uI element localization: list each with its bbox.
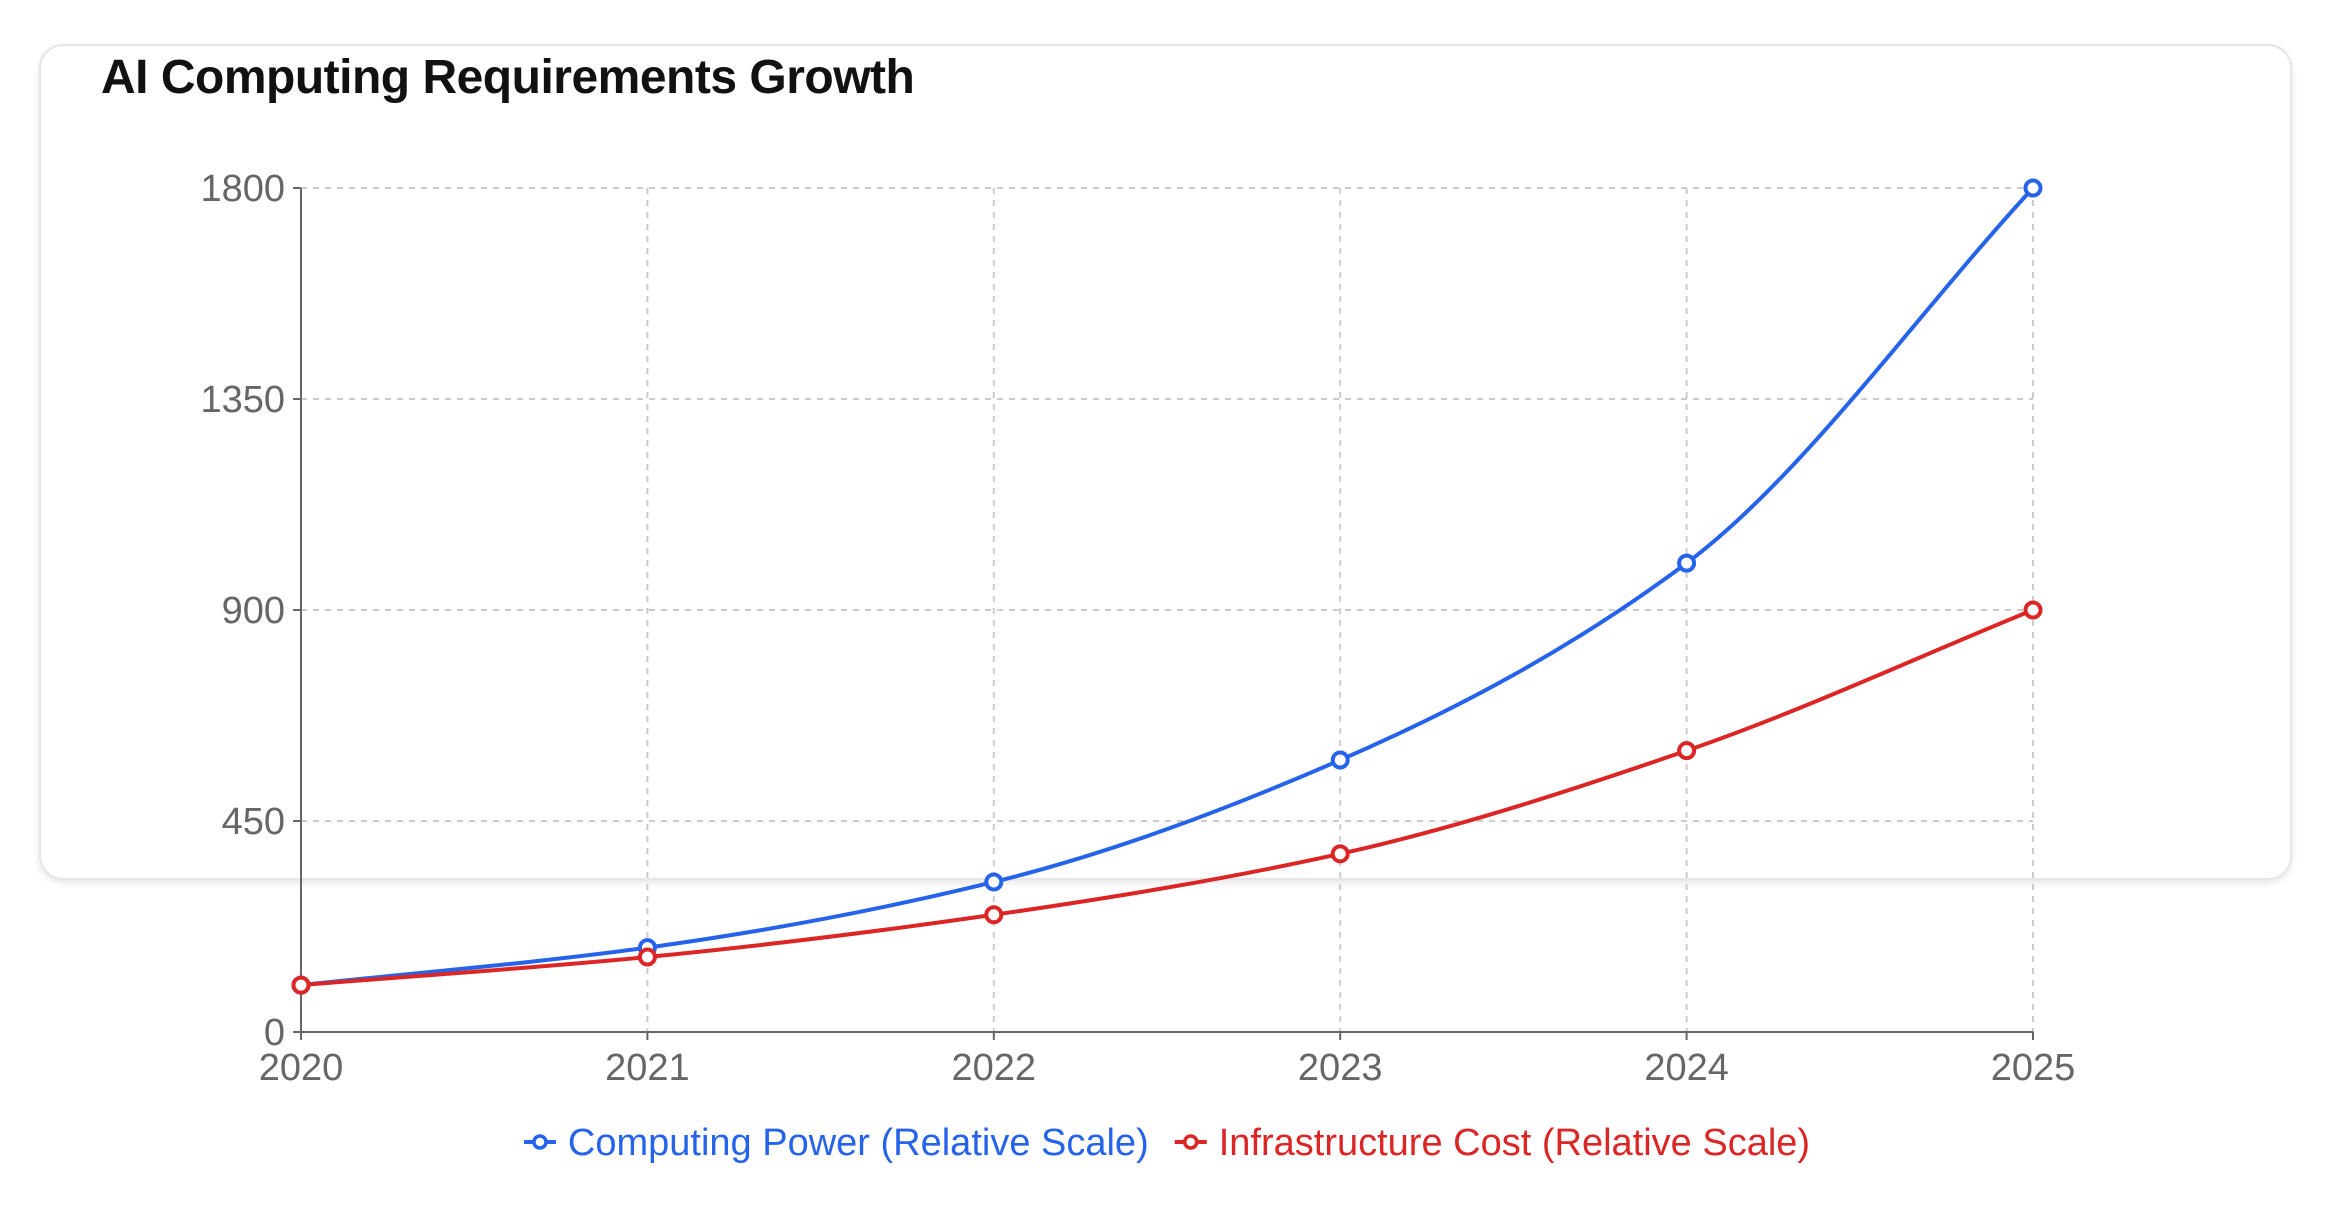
- x-tick-label: 2025: [1991, 1047, 2076, 1089]
- line-chart: 0450900135018002020 2021 2022 2023 2024 2025 …: [0, 0, 2332, 1216]
- x-tick-label: 2021: [605, 1047, 690, 1089]
- x-tick-label: 2022: [952, 1047, 1037, 1089]
- y-tick-label: 1800: [200, 168, 285, 210]
- legend-swatch-marker: [534, 1136, 546, 1148]
- legend-item-2[interactable]: Infrastructure Cost (Relative Scale): [1175, 1122, 1810, 1164]
- data-point[interactable]: [1679, 743, 1694, 758]
- data-point[interactable]: [986, 907, 1001, 922]
- series-lines: [294, 181, 2041, 993]
- legend-item-1[interactable]: Computing Power (Relative Scale): [524, 1122, 1149, 1164]
- y-tick-label: 450: [222, 801, 285, 843]
- y-tick-label: 1350: [200, 379, 285, 421]
- series-line: [301, 610, 2033, 985]
- data-point[interactable]: [640, 949, 655, 964]
- legend-swatch-marker: [1185, 1136, 1197, 1148]
- data-point[interactable]: [2026, 181, 2041, 196]
- series-2: [294, 603, 2041, 993]
- series-line: [301, 188, 2033, 985]
- data-point[interactable]: [294, 978, 309, 993]
- x-tick-label: 2020: [259, 1047, 344, 1089]
- data-point[interactable]: [1333, 753, 1348, 768]
- grid-lines: [301, 188, 2033, 1032]
- legend-label: Infrastructure Cost (Relative Scale): [1219, 1122, 1810, 1164]
- data-point[interactable]: [2026, 603, 2041, 618]
- legend: Computing Power (Relative Scale) Infrastr…: [524, 1122, 1810, 1164]
- x-tick-label: 2024: [1644, 1047, 1729, 1089]
- legend-label: Computing Power (Relative Scale): [568, 1122, 1149, 1164]
- data-point[interactable]: [986, 874, 1001, 889]
- data-point[interactable]: [1333, 846, 1348, 861]
- data-point[interactable]: [1679, 556, 1694, 571]
- series-1: [294, 181, 2041, 993]
- x-tick-label: 2023: [1298, 1047, 1383, 1089]
- y-tick-label: 900: [222, 590, 285, 632]
